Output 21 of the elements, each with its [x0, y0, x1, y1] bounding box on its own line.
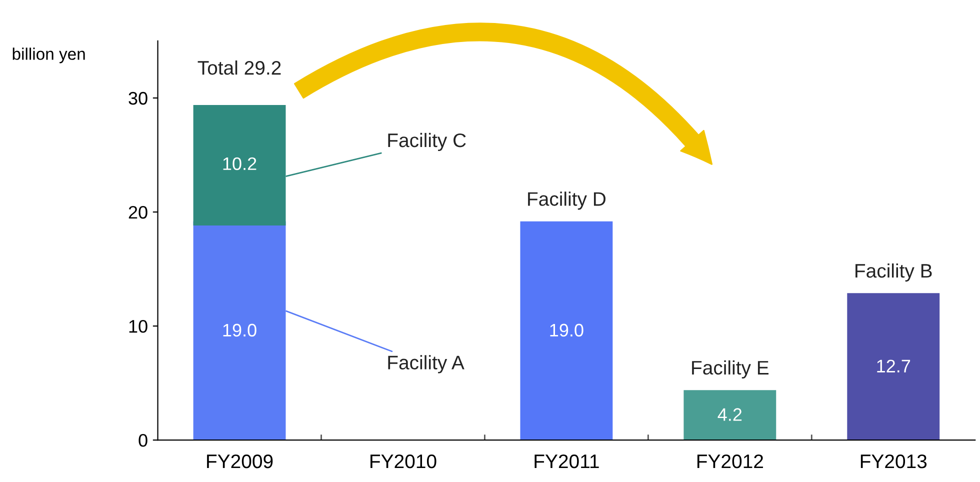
data-label: 4.2: [718, 408, 742, 421]
x-tick-label: FY2009: [207, 454, 273, 468]
y-tick-label: 20: [128, 206, 148, 219]
x-tick-label: FY2012: [697, 454, 763, 468]
series-label: Facility E: [692, 360, 769, 378]
y-axis-title: billion yen: [12, 48, 85, 64]
total-label: Total 29.2: [198, 60, 281, 75]
x-tick-label: FY2010: [370, 454, 436, 468]
text: Facility A: [388, 355, 464, 374]
data-label: 10.2: [223, 157, 256, 170]
text: Facility C: [388, 132, 466, 152]
data-label: 19.0: [223, 324, 256, 337]
series-label: Facility B: [856, 263, 932, 282]
x-tick-label: FY2011: [534, 454, 599, 468]
data-label: 12.7: [877, 360, 910, 372]
y-tick-label: 0: [138, 434, 148, 447]
y-tick-label: 10: [129, 320, 148, 333]
series-label: Facility D: [528, 192, 606, 210]
x-tick-label: FY2013: [860, 454, 927, 468]
y-tick-label: 30: [128, 92, 148, 105]
data-label: 19.0: [550, 324, 584, 337]
